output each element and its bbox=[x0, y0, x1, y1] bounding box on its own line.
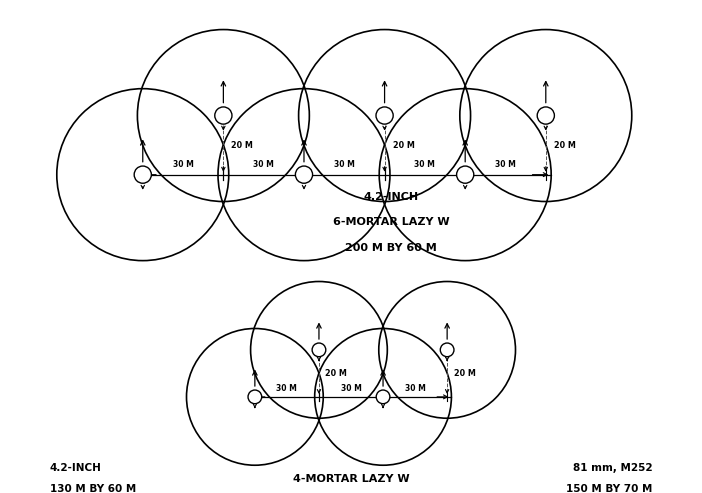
Circle shape bbox=[376, 107, 393, 124]
Text: 30 M: 30 M bbox=[414, 160, 435, 169]
Circle shape bbox=[248, 390, 262, 404]
Text: 20 M: 20 M bbox=[325, 369, 347, 378]
Circle shape bbox=[456, 166, 474, 183]
Text: 30 M: 30 M bbox=[334, 160, 355, 169]
Text: 4.2-INCH: 4.2-INCH bbox=[50, 463, 102, 473]
Text: 20 M: 20 M bbox=[392, 141, 414, 149]
Text: 200 M BY 60 M: 200 M BY 60 M bbox=[345, 243, 437, 252]
Text: 4.2-INCH: 4.2-INCH bbox=[364, 191, 419, 202]
Text: 20 M: 20 M bbox=[232, 141, 253, 149]
Circle shape bbox=[440, 343, 454, 357]
Circle shape bbox=[537, 107, 555, 124]
Text: 30 M: 30 M bbox=[253, 160, 274, 169]
Text: 6-MORTAR LAZY W: 6-MORTAR LAZY W bbox=[333, 217, 449, 227]
Circle shape bbox=[215, 107, 232, 124]
Text: 4-MORTAR LAZY W: 4-MORTAR LAZY W bbox=[293, 474, 409, 485]
Circle shape bbox=[312, 343, 326, 357]
Text: 130 M BY 60 M: 130 M BY 60 M bbox=[50, 485, 136, 493]
Text: 30 M: 30 M bbox=[495, 160, 516, 169]
Text: 30 M: 30 M bbox=[340, 384, 362, 392]
Circle shape bbox=[134, 166, 152, 183]
Text: 30 M: 30 M bbox=[277, 384, 298, 392]
Text: 30 M: 30 M bbox=[404, 384, 425, 392]
Text: 30 M: 30 M bbox=[173, 160, 194, 169]
Text: 81 mm, M252: 81 mm, M252 bbox=[573, 463, 652, 473]
Circle shape bbox=[296, 166, 312, 183]
Circle shape bbox=[376, 390, 390, 404]
Text: 20 M: 20 M bbox=[554, 141, 576, 149]
Text: 150 M BY 70 M: 150 M BY 70 M bbox=[566, 485, 652, 493]
Text: 20 M: 20 M bbox=[453, 369, 475, 378]
